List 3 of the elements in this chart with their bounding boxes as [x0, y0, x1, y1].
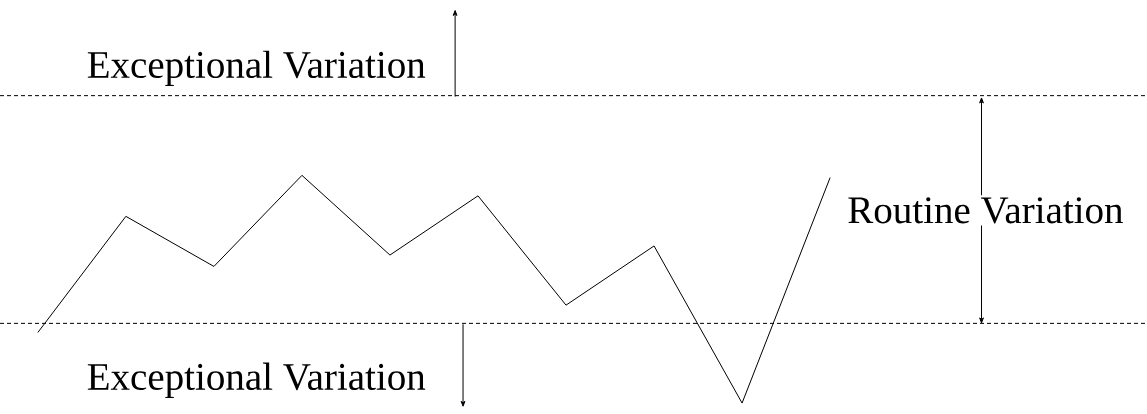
annotation: Exceptional Variation [87, 362, 426, 398]
text: Exceptional Variation [87, 50, 426, 86]
annotation: Routine Variation [848, 197, 1123, 224]
